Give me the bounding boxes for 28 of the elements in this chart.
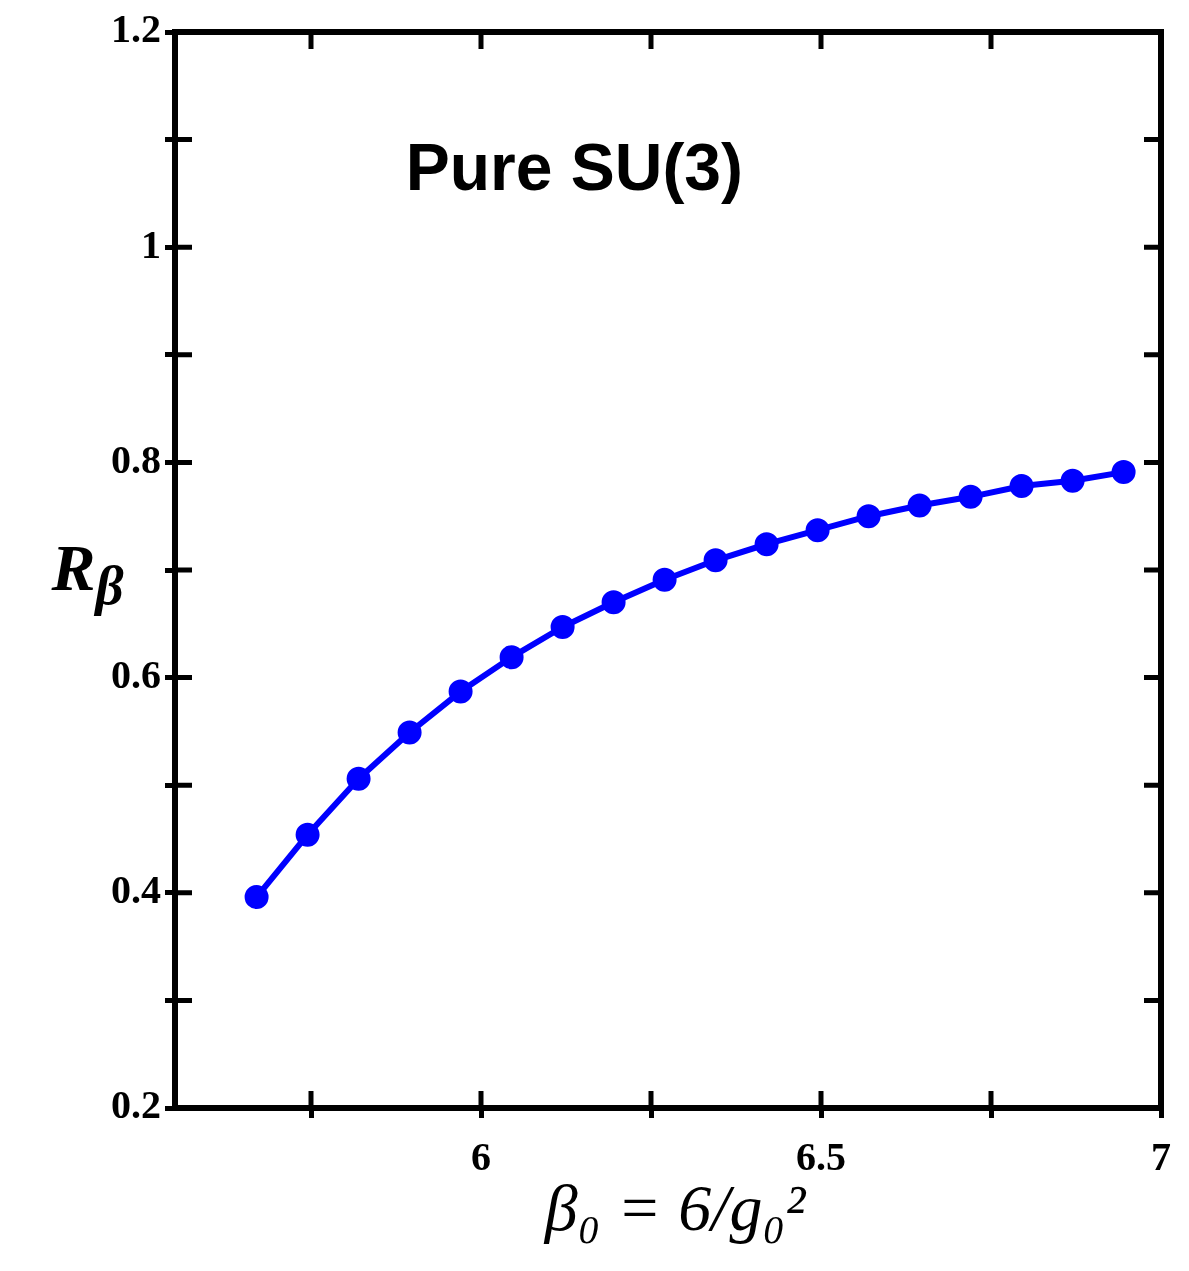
point [703, 548, 728, 573]
point [907, 493, 932, 518]
point [856, 504, 881, 529]
point [499, 645, 524, 670]
point [1060, 468, 1085, 493]
y-tick-label: 0.2 [111, 1082, 161, 1128]
point [754, 532, 779, 557]
annotation: Pure SU(3) [405, 130, 744, 205]
y-tick-label: 1.2 [111, 6, 161, 52]
x-tick-label: 6 [471, 1134, 491, 1180]
point [652, 567, 677, 592]
point [346, 766, 371, 791]
point [805, 518, 830, 543]
point [601, 590, 626, 615]
y-tick-label: 0.8 [111, 436, 161, 482]
point [397, 720, 422, 745]
x-tick-label: 7 [1151, 1134, 1171, 1180]
point [1009, 474, 1034, 499]
point [448, 679, 473, 704]
point [244, 885, 269, 910]
point [550, 615, 575, 640]
point [958, 484, 983, 509]
point [1111, 460, 1136, 485]
y-tick-label: 1 [141, 221, 161, 267]
y-tick-label: 0.4 [111, 867, 161, 913]
y-tick-label: 0.6 [111, 651, 161, 697]
point [295, 822, 320, 847]
y-axis-title: R$_{β}$ [50, 530, 125, 618]
